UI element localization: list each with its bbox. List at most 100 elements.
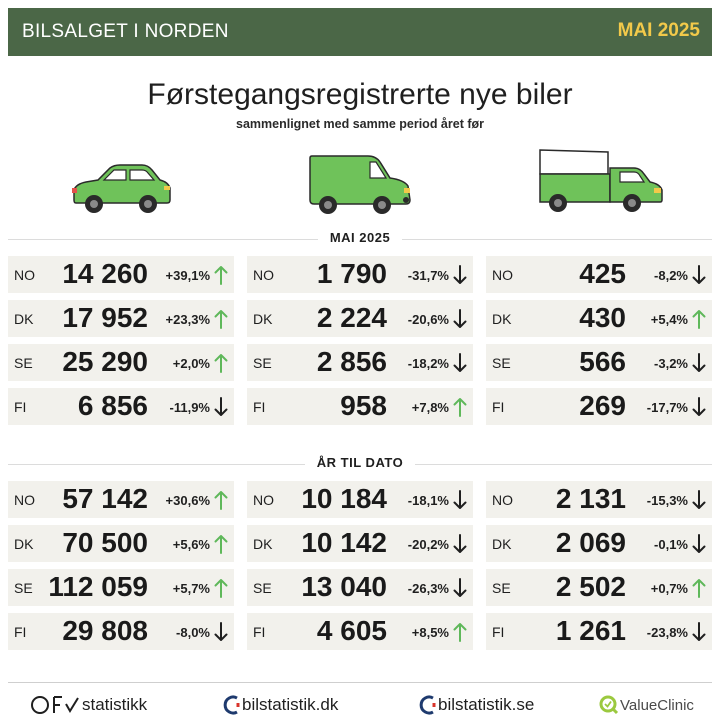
country-code: FI xyxy=(253,399,266,415)
stat-cell: DK 17 952 +23,3% xyxy=(8,300,234,337)
stat-cell: DK 430 +5,4% xyxy=(486,300,712,337)
stat-cell: NO 10 184 -18,1% xyxy=(247,481,473,518)
page-title: Førstegangsregistrerte nye biler xyxy=(147,78,573,111)
stat-cell: SE 112 059 +5,7% xyxy=(8,569,234,606)
country-code: NO xyxy=(253,267,274,283)
change-percent: -20,2% xyxy=(407,537,449,552)
arrow-down-icon xyxy=(453,353,467,372)
change-percent: -23,8% xyxy=(646,625,688,640)
stat-cell: FI 29 808 -8,0% xyxy=(8,613,234,650)
country-code: SE xyxy=(492,355,511,371)
stat-cell: FI 4 605 +8,5% xyxy=(247,613,473,650)
arrow-down-icon xyxy=(692,490,706,509)
stat-cell: SE 566 -3,2% xyxy=(486,344,712,381)
stat-cell: SE 2 856 -18,2% xyxy=(247,344,473,381)
registration-count: 1 790 xyxy=(316,258,387,289)
arrow-down-icon xyxy=(453,578,467,597)
ofv-mark-icon xyxy=(31,696,79,714)
registration-count: 13 040 xyxy=(301,571,387,602)
header-bar: BILSALGET I NORDEN MAI 2025 xyxy=(8,8,712,56)
arrow-up-icon xyxy=(214,354,228,373)
arrow-down-icon xyxy=(214,622,228,641)
arrow-down-icon xyxy=(453,265,467,284)
arrow-down-icon xyxy=(453,309,467,328)
registration-count: 2 131 xyxy=(555,483,626,514)
registration-count: 958 xyxy=(340,390,387,421)
arrow-down-icon xyxy=(453,534,467,553)
country-code: FI xyxy=(14,399,27,415)
stat-cell: NO 14 260 +39,1% xyxy=(8,256,234,293)
bilstatistik-se-logo: bilstatistik.se xyxy=(418,692,534,718)
registration-count: 57 142 xyxy=(62,483,148,514)
ofv-logo-text: statistikk xyxy=(82,695,148,714)
registration-count: 14 260 xyxy=(62,258,148,289)
valueclinic-logo: ValueClinic xyxy=(598,692,694,718)
change-percent: +39,1% xyxy=(165,268,210,283)
country-code: NO xyxy=(492,267,513,283)
arrow-down-icon xyxy=(214,397,228,416)
arrow-up-icon xyxy=(214,491,228,510)
registration-count: 2 502 xyxy=(555,571,626,602)
change-percent: +23,3% xyxy=(165,312,210,327)
header-period: MAI 2025 xyxy=(617,20,700,41)
arrow-up-icon xyxy=(692,310,706,329)
country-code: NO xyxy=(14,492,35,508)
page-subtitle: sammenlignet med samme period året før xyxy=(236,117,484,131)
bilstatistik-dk-mark-icon xyxy=(223,695,240,715)
registration-count: 2 224 xyxy=(316,302,387,333)
registration-count: 17 952 xyxy=(62,302,148,333)
registration-count: 29 808 xyxy=(62,615,148,646)
registration-count: 10 184 xyxy=(301,483,387,514)
arrow-down-icon xyxy=(692,534,706,553)
country-code: NO xyxy=(253,492,274,508)
registration-count: 4 605 xyxy=(316,615,387,646)
country-code: DK xyxy=(253,536,273,552)
change-percent: -18,1% xyxy=(407,493,449,508)
registration-count: 6 856 xyxy=(77,390,148,421)
country-code: NO xyxy=(14,267,35,283)
arrow-up-icon xyxy=(453,398,467,417)
stat-cell: FI 958 +7,8% xyxy=(247,388,473,425)
change-percent: -31,7% xyxy=(407,268,449,283)
country-code: DK xyxy=(492,311,512,327)
arrow-down-icon xyxy=(692,353,706,372)
arrow-up-icon xyxy=(214,310,228,329)
registration-count: 70 500 xyxy=(62,527,148,558)
stat-cell: DK 2 224 -20,6% xyxy=(247,300,473,337)
ofv-logo: statistikk xyxy=(30,692,147,718)
country-code: DK xyxy=(492,536,512,552)
stat-cell: NO 2 131 -15,3% xyxy=(486,481,712,518)
country-code: FI xyxy=(14,624,27,640)
change-percent: +7,8% xyxy=(411,400,449,415)
bilstatistik-dk-logo: bilstatistik.dk xyxy=(222,692,338,718)
change-percent: -20,6% xyxy=(407,312,449,327)
truck-icon xyxy=(539,149,663,212)
stat-cell: SE 13 040 -26,3% xyxy=(247,569,473,606)
country-code: DK xyxy=(14,311,34,327)
section-label-text: MAI 2025 xyxy=(317,230,403,245)
stat-cell: SE 25 290 +2,0% xyxy=(8,344,234,381)
registration-count: 25 290 xyxy=(62,346,148,377)
change-percent: -0,1% xyxy=(654,537,688,552)
arrow-down-icon xyxy=(692,265,706,284)
country-code: SE xyxy=(492,580,511,596)
header-title: BILSALGET I NORDEN xyxy=(22,21,229,42)
change-percent: +2,0% xyxy=(172,356,210,371)
valueclinic-mark-icon xyxy=(599,695,619,715)
country-code: SE xyxy=(14,355,33,371)
registration-count: 566 xyxy=(579,346,626,377)
arrow-down-icon xyxy=(692,622,706,641)
section-label-text: ÅR TIL DATO xyxy=(304,455,416,470)
registration-count: 112 059 xyxy=(48,571,148,602)
section-label: ÅR TIL DATO xyxy=(0,455,720,470)
change-percent: -18,2% xyxy=(407,356,449,371)
stat-cell: FI 6 856 -11,9% xyxy=(8,388,234,425)
registration-count: 2 856 xyxy=(316,346,387,377)
registration-count: 10 142 xyxy=(301,527,387,558)
country-code: FI xyxy=(492,399,505,415)
stat-cell: DK 2 069 -0,1% xyxy=(486,525,712,562)
arrow-down-icon xyxy=(692,397,706,416)
stat-cell: FI 269 -17,7% xyxy=(486,388,712,425)
arrow-down-icon xyxy=(453,490,467,509)
van-icon xyxy=(309,155,411,214)
